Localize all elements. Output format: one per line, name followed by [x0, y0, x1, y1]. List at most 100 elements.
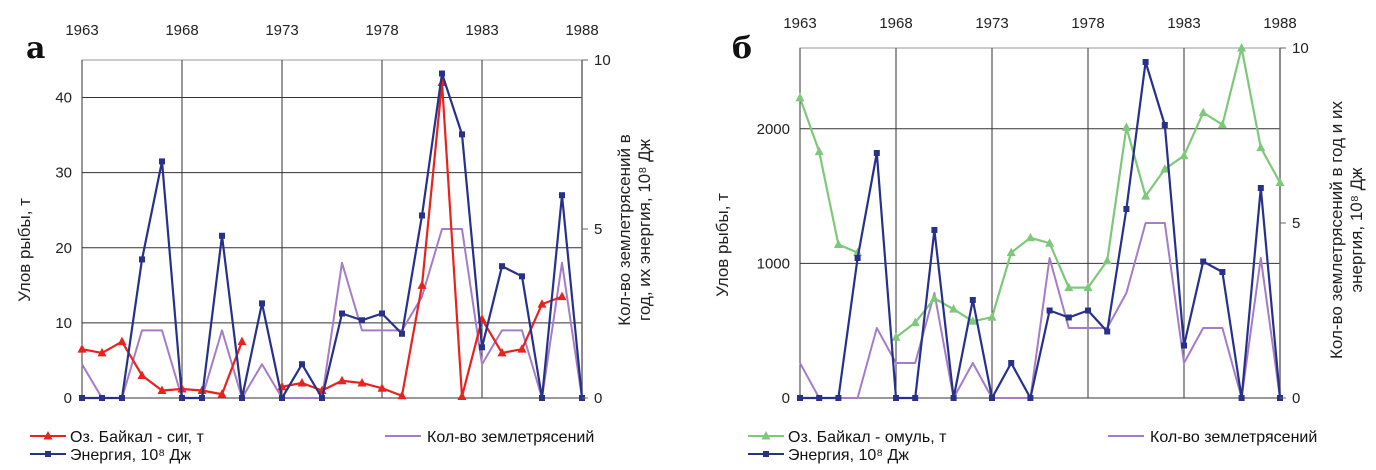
data-point-marker — [237, 336, 247, 346]
series-line — [798, 97, 859, 254]
svg-text:Кол-во землетрясений вгод, их: Кол-во землетрясений вгод, их энергия, 1… — [615, 134, 654, 325]
legend-marker — [763, 451, 769, 457]
data-point-marker — [1046, 307, 1053, 314]
y2-tick-label: 0 — [594, 390, 602, 407]
y2-axis-label-b: Кол-во землетрясений в год и ихэнергия, … — [1327, 101, 1366, 359]
top-x-tick-label: 1963 — [65, 22, 98, 39]
data-point-marker — [989, 395, 995, 401]
data-point-marker — [139, 256, 145, 263]
data-point-marker — [833, 239, 843, 249]
legend-label: Оз. Байкал - омуль, т — [788, 429, 947, 446]
data-point-marker — [910, 317, 920, 327]
y2-tick-label: 0 — [1292, 390, 1300, 407]
data-point-marker — [359, 317, 365, 324]
data-point-marker — [795, 92, 805, 102]
y2-tick-label: 5 — [594, 221, 602, 238]
data-point-marker — [1141, 191, 1151, 200]
data-point-marker — [1217, 119, 1227, 129]
data-point-marker — [893, 395, 899, 401]
data-point-marker — [969, 297, 976, 303]
top-x-tick-label: 1983 — [465, 22, 498, 39]
data-point-marker — [199, 395, 205, 401]
data-point-marker — [931, 227, 938, 233]
data-point-marker — [1161, 122, 1168, 128]
data-point-marker — [1006, 247, 1016, 257]
data-point-marker — [1160, 164, 1170, 173]
series-line — [81, 228, 583, 399]
legend-label: Оз. Байкал - сиг, т — [70, 429, 205, 446]
legend-a: Оз. Байкал - сиг, т Кол-во землетрясений Э… — [30, 429, 594, 464]
top-x-ticks-b: 1963 1968 1973 1978 1983 1988 — [783, 15, 1296, 32]
data-point-marker — [499, 263, 505, 270]
top-x-tick-label: 1963 — [783, 15, 816, 32]
data-point-marker — [1085, 307, 1091, 314]
data-point-marker — [816, 395, 823, 401]
y2-tick-label: 10 — [594, 52, 611, 69]
data-point-marker — [987, 312, 997, 321]
data-point-marker — [297, 377, 307, 387]
y-axis-label-a: Улов рыбы, т — [15, 198, 34, 302]
data-point-marker — [1025, 232, 1035, 242]
y-tick-label: 2000 — [757, 121, 790, 138]
y-axis-label-b: Улов рыбы, т — [713, 193, 732, 297]
data-point-marker — [1104, 328, 1111, 335]
top-x-tick-label: 1978 — [365, 22, 398, 39]
y-tick-label: 1000 — [757, 255, 790, 272]
data-point-marker — [950, 395, 957, 401]
left-y-ticks-a: 0 10 20 30 40 — [55, 90, 72, 407]
data-point-marker — [1008, 360, 1015, 366]
legend-marker — [761, 431, 771, 440]
data-point-marker — [99, 395, 105, 401]
data-point-marker — [479, 344, 485, 351]
y-tick-label: 0 — [782, 390, 790, 407]
data-point-marker — [559, 192, 565, 199]
data-point-marker — [299, 361, 305, 368]
data-point-marker — [459, 131, 465, 138]
data-point-marker — [835, 395, 842, 401]
data-point-marker — [1181, 342, 1187, 349]
data-point-marker — [79, 395, 85, 401]
data-point-marker — [1121, 122, 1131, 131]
y-tick-label: 20 — [55, 240, 72, 257]
data-point-marker — [457, 391, 467, 400]
top-x-tick-label: 1988 — [1263, 15, 1296, 32]
data-point-marker — [929, 293, 939, 302]
y2-axis-label-a: Кол-во землетрясений вгод, их энергия, 1… — [615, 134, 654, 325]
y-tick-label: 40 — [55, 90, 72, 107]
data-point-marker — [519, 273, 525, 280]
top-x-tick-label: 1988 — [565, 22, 598, 39]
top-x-tick-label: 1968 — [165, 22, 198, 39]
series-a — [77, 70, 585, 401]
top-x-tick-label: 1973 — [265, 22, 298, 39]
data-point-marker — [517, 344, 527, 353]
top-x-ticks-a: 1963 1968 1973 1978 1983 1988 — [65, 22, 598, 39]
series-line — [82, 72, 584, 400]
series-line — [799, 222, 1281, 399]
y2-tick-label: 5 — [1292, 215, 1300, 232]
data-point-marker — [379, 310, 385, 317]
legend-label: Кол-во землетрясений — [1150, 429, 1317, 446]
data-point-marker — [814, 146, 824, 156]
data-point-marker — [117, 336, 127, 346]
data-point-marker — [539, 395, 545, 401]
data-point-marker — [119, 395, 125, 401]
data-point-marker — [1179, 150, 1189, 160]
data-point-marker — [399, 330, 405, 337]
legend-b: Оз. Байкал - омуль, т Кол-во землетрясени… — [748, 429, 1317, 464]
data-point-marker — [1027, 395, 1034, 401]
data-point-marker — [1238, 395, 1245, 401]
panel-label-a: а — [26, 31, 45, 66]
panel-label-b: б — [732, 31, 752, 66]
data-point-marker — [557, 291, 567, 301]
top-x-tick-label: 1983 — [1167, 15, 1200, 32]
top-x-tick-label: 1978 — [1071, 15, 1104, 32]
y-tick-label: 10 — [55, 315, 72, 332]
left-y-ticks-b: 0 1000 2000 — [757, 121, 790, 407]
data-point-marker — [873, 150, 880, 156]
legend-marker — [45, 451, 51, 457]
series-b — [795, 43, 1285, 401]
panel-b: б 1963 1968 1973 1978 1983 1988 0 1000 2000 0 5 1… — [713, 15, 1366, 464]
data-point-marker — [537, 299, 547, 308]
data-point-marker — [157, 385, 167, 394]
series-line — [800, 60, 1282, 400]
